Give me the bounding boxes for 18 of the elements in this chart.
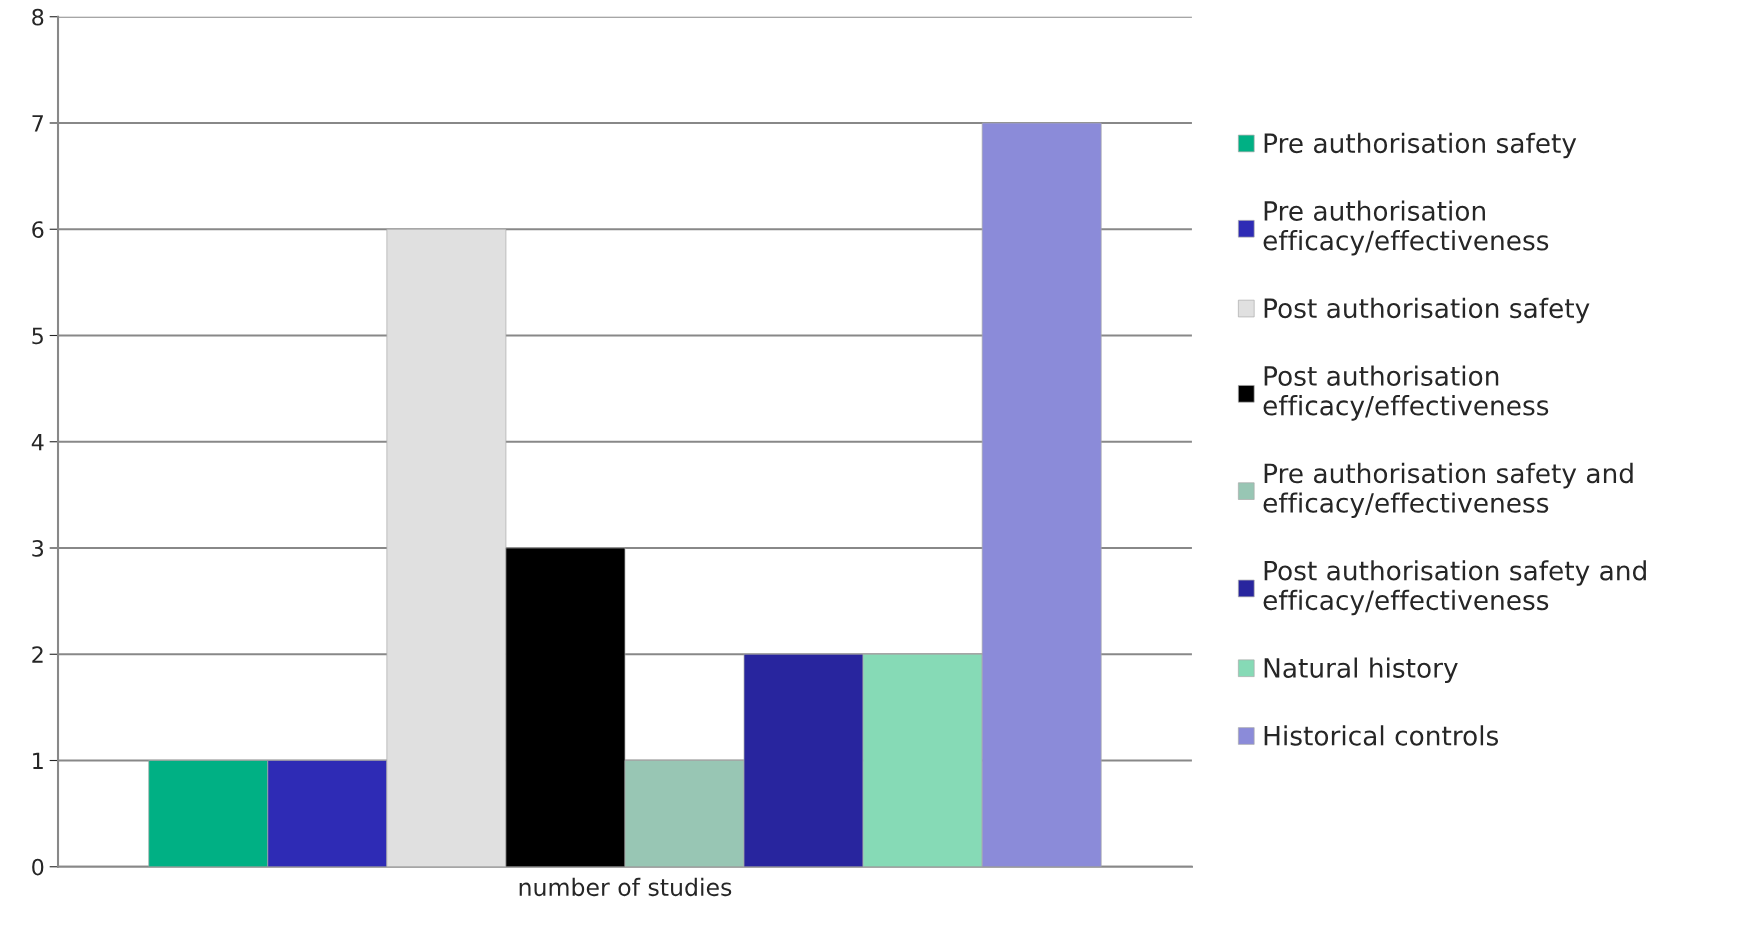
y-tick-label: 2 [32, 646, 43, 663]
legend-label: Historical controls [1264, 725, 1499, 746]
y-tick-label: 3 [32, 539, 44, 557]
y-tick-label: 7 [32, 115, 43, 132]
legend-label: Pre authorisation safety [1264, 132, 1577, 159]
y-tick-label: 5 [32, 327, 43, 345]
y-tick-label: 6 [32, 221, 44, 238]
legend-label: Pre authorisation efficacy/effectiveness [1263, 200, 1549, 256]
y-tick-label: 1 [33, 752, 43, 769]
legend-label: Natural history [1264, 657, 1458, 684]
y-tick-label: 4 [31, 433, 44, 451]
legend-label: Post authorisation efficacy/effectiveness [1263, 365, 1549, 421]
legend-label: Pre authorisation safety and efficacy/effectiveness [1263, 462, 1633, 518]
legend-label: Post authorisation safety [1264, 297, 1590, 324]
x-tick-label: number of studies [519, 877, 732, 897]
legend-label: Post authorisation safety and efficacy/effectiveness [1263, 560, 1646, 616]
y-tick-label: 0 [32, 858, 44, 876]
y-tick-label: 8 [32, 8, 44, 26]
